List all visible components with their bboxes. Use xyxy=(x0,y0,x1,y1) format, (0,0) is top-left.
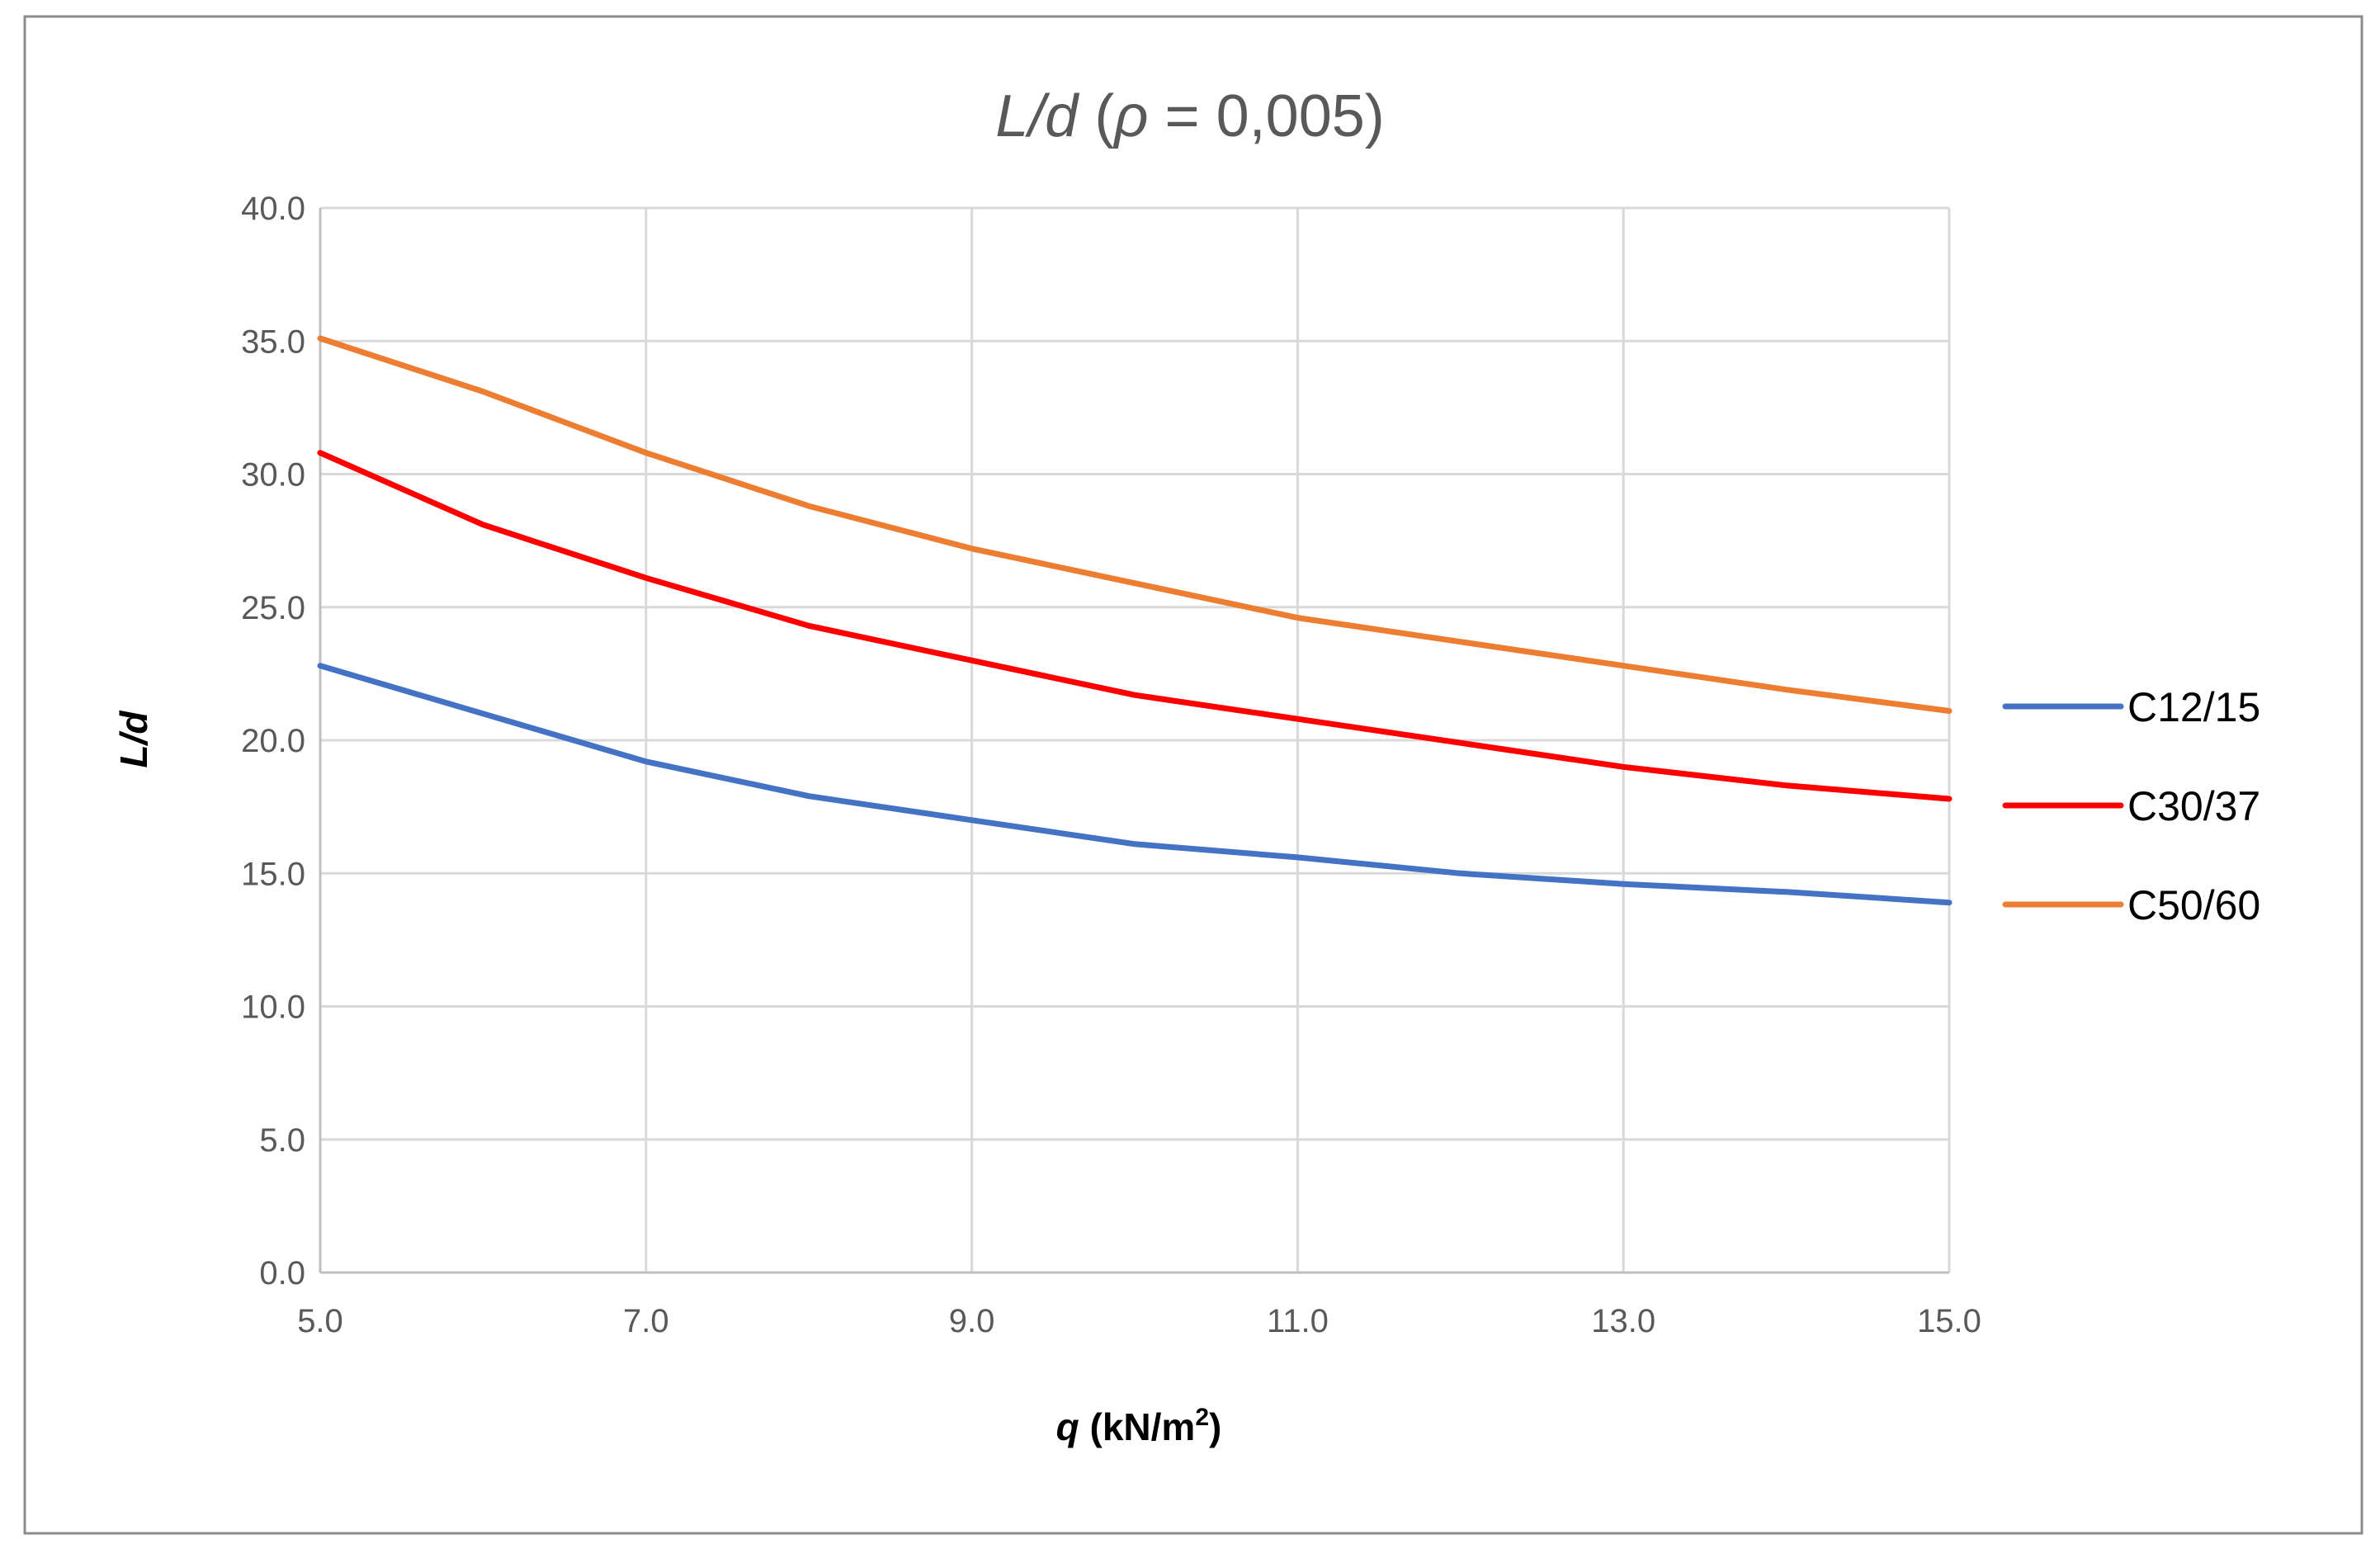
gridlines xyxy=(320,206,1951,1273)
y-axis-title: L/d xyxy=(112,711,155,768)
y-tick-label: 40.0 xyxy=(241,191,305,227)
y-tick-label: 0.0 xyxy=(259,1255,305,1292)
axes xyxy=(319,208,1949,1274)
x-tick-label: 13.0 xyxy=(1591,1303,1655,1339)
x-tick-label: 7.0 xyxy=(623,1303,669,1339)
x-axis-title-unit: (kN/m xyxy=(1079,1405,1196,1448)
legend-label-c30-37: C30/37 xyxy=(2127,783,2260,829)
tick-labels: 0.0 5.0 10.0 15.0 20.0 25.0 30.0 35.0 40.0 5.0 7.0… xyxy=(241,191,1981,1339)
chart-title: L/d (ρ = 0,005) xyxy=(995,83,1385,149)
x-axis-title-var: q xyxy=(1056,1405,1079,1448)
title-part3: ρ xyxy=(1112,83,1148,149)
series-line-c30-37 xyxy=(317,450,1953,802)
y-tick-label: 10.0 xyxy=(241,989,305,1026)
x-axis-title: q (kN/m2) xyxy=(1056,1404,1222,1448)
y-tick-label: 15.0 xyxy=(241,856,305,892)
x-tick-label: 15.0 xyxy=(1917,1303,1981,1339)
title-part2: ( xyxy=(1078,83,1114,149)
y-tick-label: 5.0 xyxy=(259,1122,305,1159)
legend-label-c50-60: C50/60 xyxy=(2127,882,2260,928)
title-part4: = 0,005) xyxy=(1149,83,1385,149)
legend-label-c12-15: C12/15 xyxy=(2127,684,2260,730)
x-axis-title-close: ) xyxy=(1209,1405,1221,1448)
x-tick-label: 9.0 xyxy=(949,1303,995,1339)
y-tick-label: 20.0 xyxy=(241,723,305,759)
y-tick-label: 30.0 xyxy=(241,457,305,494)
x-tick-label: 5.0 xyxy=(297,1303,343,1339)
y-tick-label: 25.0 xyxy=(241,590,305,626)
legend: C12/15 C30/37 C50/60 xyxy=(2002,684,2260,928)
x-axis-title-sup: 2 xyxy=(1195,1404,1209,1431)
y-tick-label: 35.0 xyxy=(241,323,305,360)
chart-frame xyxy=(23,15,2363,1535)
series-lines xyxy=(317,335,1953,906)
series-line-c50-60 xyxy=(317,335,1953,714)
series-line-c12-15 xyxy=(317,663,1953,906)
title-part1: L/d xyxy=(995,83,1079,149)
x-tick-label: 11.0 xyxy=(1267,1303,1329,1339)
